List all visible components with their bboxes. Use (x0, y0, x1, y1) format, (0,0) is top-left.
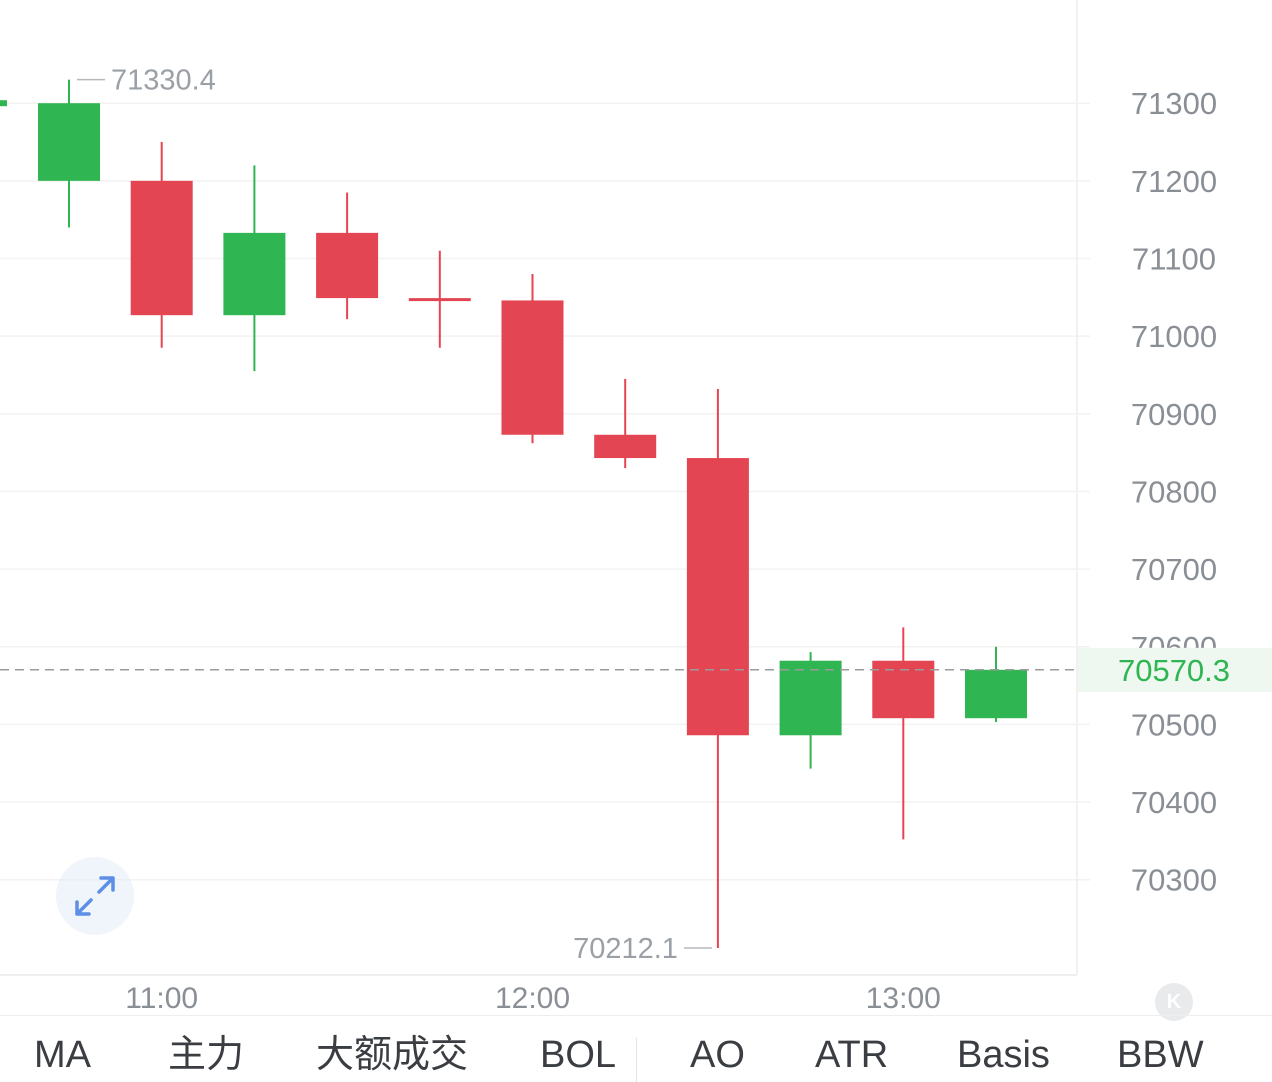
indicator-tab-ma[interactable]: MA (34, 1034, 91, 1076)
price-axis: 7030070400705007060070700708007090071000… (1131, 86, 1217, 898)
candle-body (965, 669, 1027, 719)
price-tick-label: 70400 (1131, 785, 1217, 820)
indicator-tab-bol[interactable]: BOL (540, 1034, 617, 1076)
clipped-candle-body (0, 100, 7, 107)
time-tick-label: 13:00 (866, 982, 941, 1015)
price-tick-label: 70700 (1131, 552, 1217, 587)
high-price-label: 71330.4 (111, 65, 216, 97)
grid-lines (0, 102, 1090, 881)
indicator-tab-basis[interactable]: Basis (957, 1034, 1050, 1076)
candle-body (779, 660, 842, 736)
indicator-tab-atr[interactable]: ATR (815, 1034, 889, 1076)
candle-body (408, 298, 471, 302)
expand-button[interactable] (56, 857, 134, 935)
extreme-annotations: 71330.4 70212.1 (77, 65, 712, 965)
time-axis: 11:00 12:00 13:00 (125, 982, 941, 1015)
low-price-label: 70212.1 (573, 933, 678, 965)
price-tick-label: 71100 (1132, 242, 1216, 277)
current-price-tag (1078, 647, 1272, 692)
indicator-tab-large-trades[interactable]: 大额成交 (316, 1034, 469, 1076)
candle-body (594, 434, 657, 459)
time-tick-label: 11:00 (125, 982, 198, 1015)
indicator-tab-bbw[interactable]: BBW (1117, 1034, 1204, 1076)
indicator-tab-main-force[interactable]: 主力 (168, 1034, 245, 1076)
candle-body (316, 232, 379, 299)
current-price-line: 70570.3 (0, 647, 1272, 692)
price-tick-label: 70300 (1131, 863, 1217, 898)
candle-body (130, 180, 193, 316)
candle-body (501, 300, 564, 435)
indicator-divider (636, 1038, 637, 1082)
candle-body (686, 458, 749, 736)
candles (0, 79, 1027, 948)
expand-arrows-icon (75, 876, 115, 916)
price-tick-label: 71300 (1131, 86, 1217, 121)
indicator-tab-ao[interactable]: AO (690, 1034, 745, 1076)
price-tick-label: 70900 (1131, 397, 1217, 432)
price-tick-label: 71000 (1131, 319, 1217, 354)
price-tick-label: 70500 (1131, 707, 1217, 742)
candle-body (38, 103, 100, 181)
price-tick-label: 71200 (1131, 164, 1217, 199)
candlestick-chart[interactable]: 7030070400705007060070700708007090071000… (0, 0, 1272, 1015)
collapse-k-icon[interactable]: K (1155, 983, 1193, 1021)
time-tick-label: 12:00 (495, 982, 570, 1015)
indicator-tab-bar: MA 主力 大额成交 BOL AO ATR Basis BBW (0, 1015, 1272, 1082)
current-price-label: 70570.3 (1118, 653, 1230, 688)
price-tick-label: 70800 (1131, 474, 1217, 509)
candle-body (223, 232, 286, 316)
